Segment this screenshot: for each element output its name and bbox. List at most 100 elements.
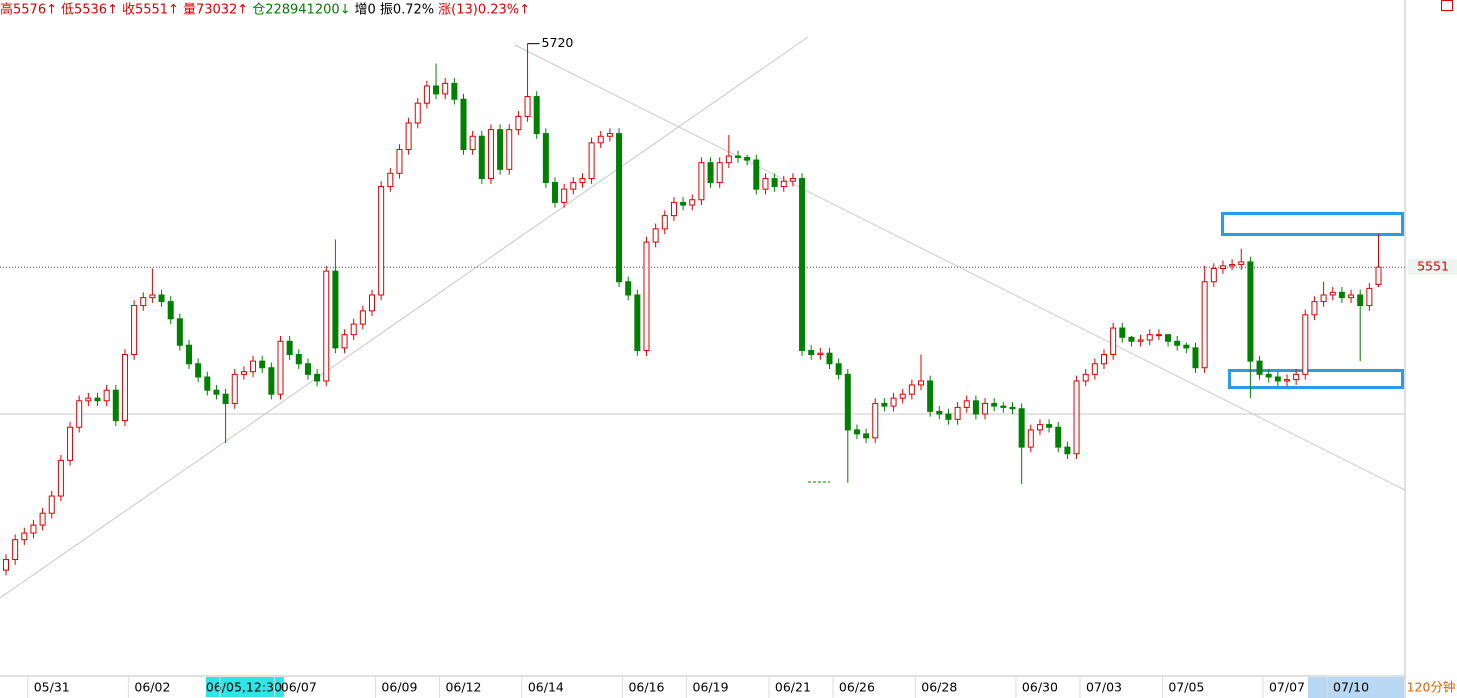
candle-body: [1311, 301, 1318, 316]
candle-body: [1183, 344, 1190, 349]
candle-body: [487, 129, 494, 180]
candle-body: [341, 334, 348, 349]
candle-body: [1137, 339, 1144, 342]
candle-body: [387, 172, 394, 188]
candle-body: [1064, 446, 1071, 455]
candle-body: [936, 410, 943, 415]
candle-body: [606, 133, 613, 137]
candle-body: [744, 156, 751, 161]
candle-body: [707, 162, 714, 184]
candle-body: [1357, 294, 1364, 307]
candle-body: [954, 406, 961, 420]
candle-body: [689, 199, 696, 206]
candle-body: [414, 102, 421, 124]
x-tick-label: 07/03: [1086, 680, 1122, 695]
candle-body: [927, 380, 934, 412]
candle-body: [85, 397, 92, 402]
x-tick-label: 06/12: [445, 680, 481, 695]
candle-body: [1265, 373, 1272, 378]
x-tick-label: 06/26: [839, 680, 875, 695]
candle-body: [478, 135, 485, 180]
candle-body: [1293, 373, 1300, 381]
candle-body: [57, 459, 64, 497]
candle-body: [753, 159, 760, 190]
candle-body: [789, 178, 796, 182]
candle-body: [625, 281, 632, 296]
candle-body: [369, 294, 375, 312]
candle-body: [304, 363, 311, 375]
candle-body: [1256, 360, 1263, 375]
candle-body: [515, 115, 522, 131]
header-item: 收5551↑: [122, 3, 179, 18]
candle-body: [158, 294, 165, 303]
candle-body: [506, 129, 513, 170]
candle-body: [497, 129, 504, 170]
candle-body: [460, 98, 467, 150]
trend-line: [0, 36, 809, 599]
candle-body: [186, 344, 192, 365]
candle-body: [1329, 291, 1336, 296]
x-tick-label: 06/05,12:30: [206, 680, 282, 695]
candle-body: [204, 376, 211, 391]
candle-body: [652, 228, 659, 243]
window-button[interactable]: [1441, 0, 1453, 11]
x-tick-label: 06/16: [628, 680, 664, 695]
highlight-box: [1221, 212, 1404, 236]
candle-body: [140, 297, 147, 307]
candle-body: [48, 495, 55, 514]
candle-body: [698, 162, 705, 201]
candle-body: [1055, 426, 1062, 448]
candle-body: [1247, 261, 1254, 362]
candle-body: [405, 122, 412, 150]
candle-body: [945, 413, 952, 420]
candle-body: [1348, 294, 1355, 299]
candle-body: [588, 142, 595, 180]
candle-body: [1366, 287, 1373, 307]
candle-body: [350, 323, 357, 336]
candle-body: [1146, 334, 1153, 341]
candle-body: [1155, 334, 1162, 337]
candle-body: [1009, 406, 1016, 410]
candle-body: [286, 340, 293, 356]
candle-body: [561, 188, 568, 203]
candle-body: [76, 400, 83, 428]
candle-body: [1274, 376, 1281, 382]
candle-body: [1201, 281, 1208, 369]
candle-body: [972, 400, 979, 415]
candle-body: [1036, 424, 1043, 431]
candle-body: [762, 178, 769, 190]
candle-body: [524, 96, 531, 117]
x-tick-label: 05/31: [34, 680, 70, 695]
candle-body: [643, 241, 650, 352]
candle-body: [1229, 264, 1236, 267]
header-item: 仓228941200↓: [252, 3, 350, 18]
candle-body: [799, 178, 806, 352]
candle-body: [30, 524, 37, 534]
x-tick-label: 06/21: [775, 680, 811, 695]
cursor-label-bg: [205, 677, 284, 697]
candle-body: [771, 178, 778, 188]
candle-body: [899, 393, 906, 399]
candle-body: [982, 402, 989, 415]
price-label-bg: [1408, 259, 1457, 275]
candle-body: [1192, 347, 1199, 369]
candle-body: [433, 85, 440, 95]
candle-body: [1174, 340, 1181, 346]
candle-body: [579, 178, 586, 184]
highlight-box: [1228, 369, 1404, 389]
candle-body: [277, 340, 284, 395]
candle-body: [1375, 266, 1382, 285]
candle-body: [112, 389, 119, 422]
candle-body: [295, 354, 302, 365]
candle-body: [21, 532, 28, 541]
header-item: 低5536↑: [61, 3, 118, 18]
candle-body: [121, 354, 128, 422]
candle-body: [597, 135, 604, 144]
candle-body: [826, 352, 833, 365]
x-tick-label: 06/07: [281, 680, 317, 695]
candle-body: [863, 433, 870, 439]
candle-body: [1165, 334, 1172, 342]
candle-body: [533, 96, 540, 135]
period-label: 120分钟: [1407, 680, 1456, 695]
x-tick-label: 07/07: [1269, 680, 1305, 695]
